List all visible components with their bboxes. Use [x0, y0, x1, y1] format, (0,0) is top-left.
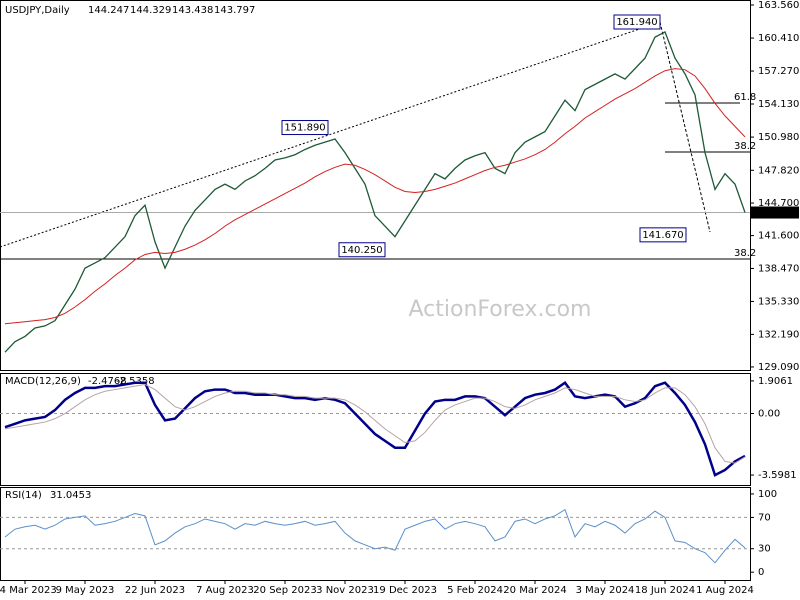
series-line: [4, 508, 746, 564]
y-tick-label: 141.600: [758, 231, 799, 242]
last-price-box: [751, 206, 799, 219]
y-tick-label: 132.190: [758, 329, 799, 340]
y-tick-label: 70: [758, 512, 771, 523]
y-tick-label: 135.330: [758, 296, 799, 307]
x-tick-label: 3 Nov 2023: [316, 585, 374, 596]
annotation-box: [639, 227, 687, 243]
macd-title: MACD(12,26,9): [5, 376, 81, 387]
x-tick-label: 19 Dec 2023: [373, 585, 437, 596]
last-price-label: 143.797: [758, 208, 799, 219]
x-tick-label: 22 Jun 2023: [125, 585, 185, 596]
fib-label: 38.2: [734, 248, 756, 259]
ohlc-high: 144.329: [130, 5, 171, 16]
y-tick-label: 154.130: [758, 99, 799, 110]
series-line: [4, 381, 746, 477]
annotation-label: 141.670: [642, 230, 683, 241]
ohlc-open: 144.247: [88, 5, 129, 16]
x-tick-label: 7 Aug 2023: [196, 585, 254, 596]
series-line: [4, 68, 746, 325]
y-tick-label: 160.410: [758, 33, 799, 44]
macd-panel: [0, 373, 751, 486]
annotation-box: [338, 242, 386, 258]
y-tick-label: 129.090: [758, 362, 799, 373]
x-tick-label: 20 Sep 2023: [253, 585, 316, 596]
ohlc-low: 143.438: [172, 5, 213, 16]
x-tick-label: 1 Aug 2024: [696, 585, 754, 596]
annotation-label: 151.890: [284, 123, 325, 134]
x-tick-label: 18 Jun 2024: [635, 585, 695, 596]
y-tick-label: 100: [758, 489, 777, 500]
y-tick-label: 150.980: [758, 132, 799, 143]
trend-line: [0, 21, 661, 248]
price-panel: [0, 0, 751, 371]
rsi-title: RSI(14): [5, 490, 42, 501]
x-tick-label: 5 Feb 2024: [447, 585, 503, 596]
symbol-title: USDJPY,Daily: [5, 5, 70, 16]
y-tick-label: 30: [758, 544, 771, 555]
y-tick-label: 147.820: [758, 165, 799, 176]
x-tick-label: 20 Mar 2024: [503, 585, 566, 596]
y-tick-label: 157.270: [758, 66, 799, 77]
y-tick-label: 144.700: [758, 198, 799, 209]
y-tick-label: 0.00: [758, 409, 780, 420]
annotation-label: 161.940: [616, 17, 657, 28]
ohlc-close: 143.797: [214, 5, 255, 16]
annotation-box: [281, 120, 329, 136]
trend-line: [659, 21, 711, 233]
y-tick-label: 0: [758, 567, 764, 578]
series-line: [4, 383, 746, 464]
macd-reading: -2.4768: [88, 376, 127, 387]
rsi-reading: 31.0453: [50, 490, 91, 501]
annotation-label: 140.250: [341, 245, 382, 256]
rsi-panel: [0, 487, 751, 581]
y-tick-label: 163.560: [758, 0, 799, 11]
watermark: ActionForex.com: [409, 297, 592, 322]
y-tick-label: 138.470: [758, 263, 799, 274]
fib-label: 38.2: [734, 141, 756, 152]
x-tick-label: 9 May 2023: [56, 585, 115, 596]
y-tick-label: -3.5981: [758, 470, 797, 481]
annotation-box: [613, 14, 661, 30]
y-tick-label: 1.9061: [758, 376, 793, 387]
fib-label: 61.8: [734, 92, 756, 103]
x-tick-label: 24 Mar 2023: [0, 585, 57, 596]
x-tick-label: 3 May 2024: [576, 585, 635, 596]
series-line: [4, 30, 746, 353]
